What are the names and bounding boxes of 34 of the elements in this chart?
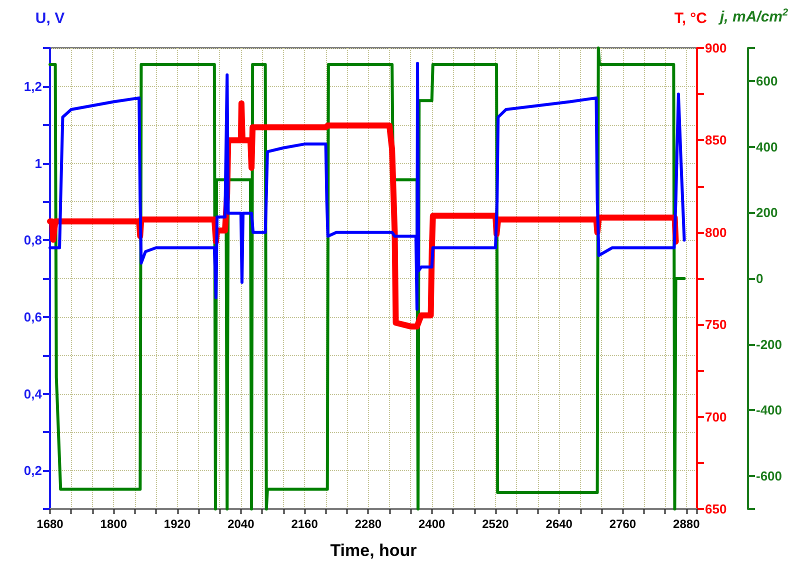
y2-tick-label: 850 [705, 132, 727, 148]
y-tick-label: 0,6 [24, 309, 42, 324]
y-axis-title: U, V [35, 10, 65, 27]
x-axis-title: Time, hour [330, 541, 418, 560]
y3-tick-label: 600 [756, 73, 778, 88]
x-tick-label: 2520 [482, 517, 510, 531]
y2-tick-label: 650 [705, 502, 727, 516]
y3-tick-label: 200 [756, 205, 778, 220]
y2-tick-label: 800 [705, 224, 727, 240]
x-tick-label: 2400 [418, 517, 446, 531]
x-tick-label: 2640 [546, 517, 573, 531]
y3-tick-label: -600 [756, 468, 782, 484]
y2-axis-title: T, °C [674, 10, 708, 27]
y3-tick-label: 400 [756, 139, 778, 154]
y3-tick-label: -400 [756, 402, 782, 418]
x-tick-label: 1800 [100, 517, 128, 531]
x-tick-label: 2880 [673, 517, 700, 531]
line-series [48, 62, 686, 311]
x-tick-label: 2760 [609, 517, 636, 531]
y-tick-label: 1,2 [24, 78, 42, 94]
x-tick-label: 2040 [228, 517, 255, 531]
y2-tick-label: 750 [705, 317, 727, 332]
y3-tick-label: -200 [756, 336, 782, 352]
y-tick-label: 0,8 [24, 232, 42, 248]
x-tick-label: 1680 [36, 517, 64, 531]
y3-tick-label: 0 [756, 271, 764, 286]
y-tick-label: 1 [34, 156, 42, 171]
y2-tick-label: 900 [705, 40, 727, 56]
x-tick-label: 1920 [164, 517, 191, 531]
y-tick-label: 0,4 [24, 386, 43, 402]
y2-tick-label: 700 [705, 409, 727, 424]
y-tick-label: 0,2 [24, 463, 42, 478]
x-tick-label: 2280 [354, 517, 382, 531]
x-tick-label: 2160 [291, 517, 318, 531]
